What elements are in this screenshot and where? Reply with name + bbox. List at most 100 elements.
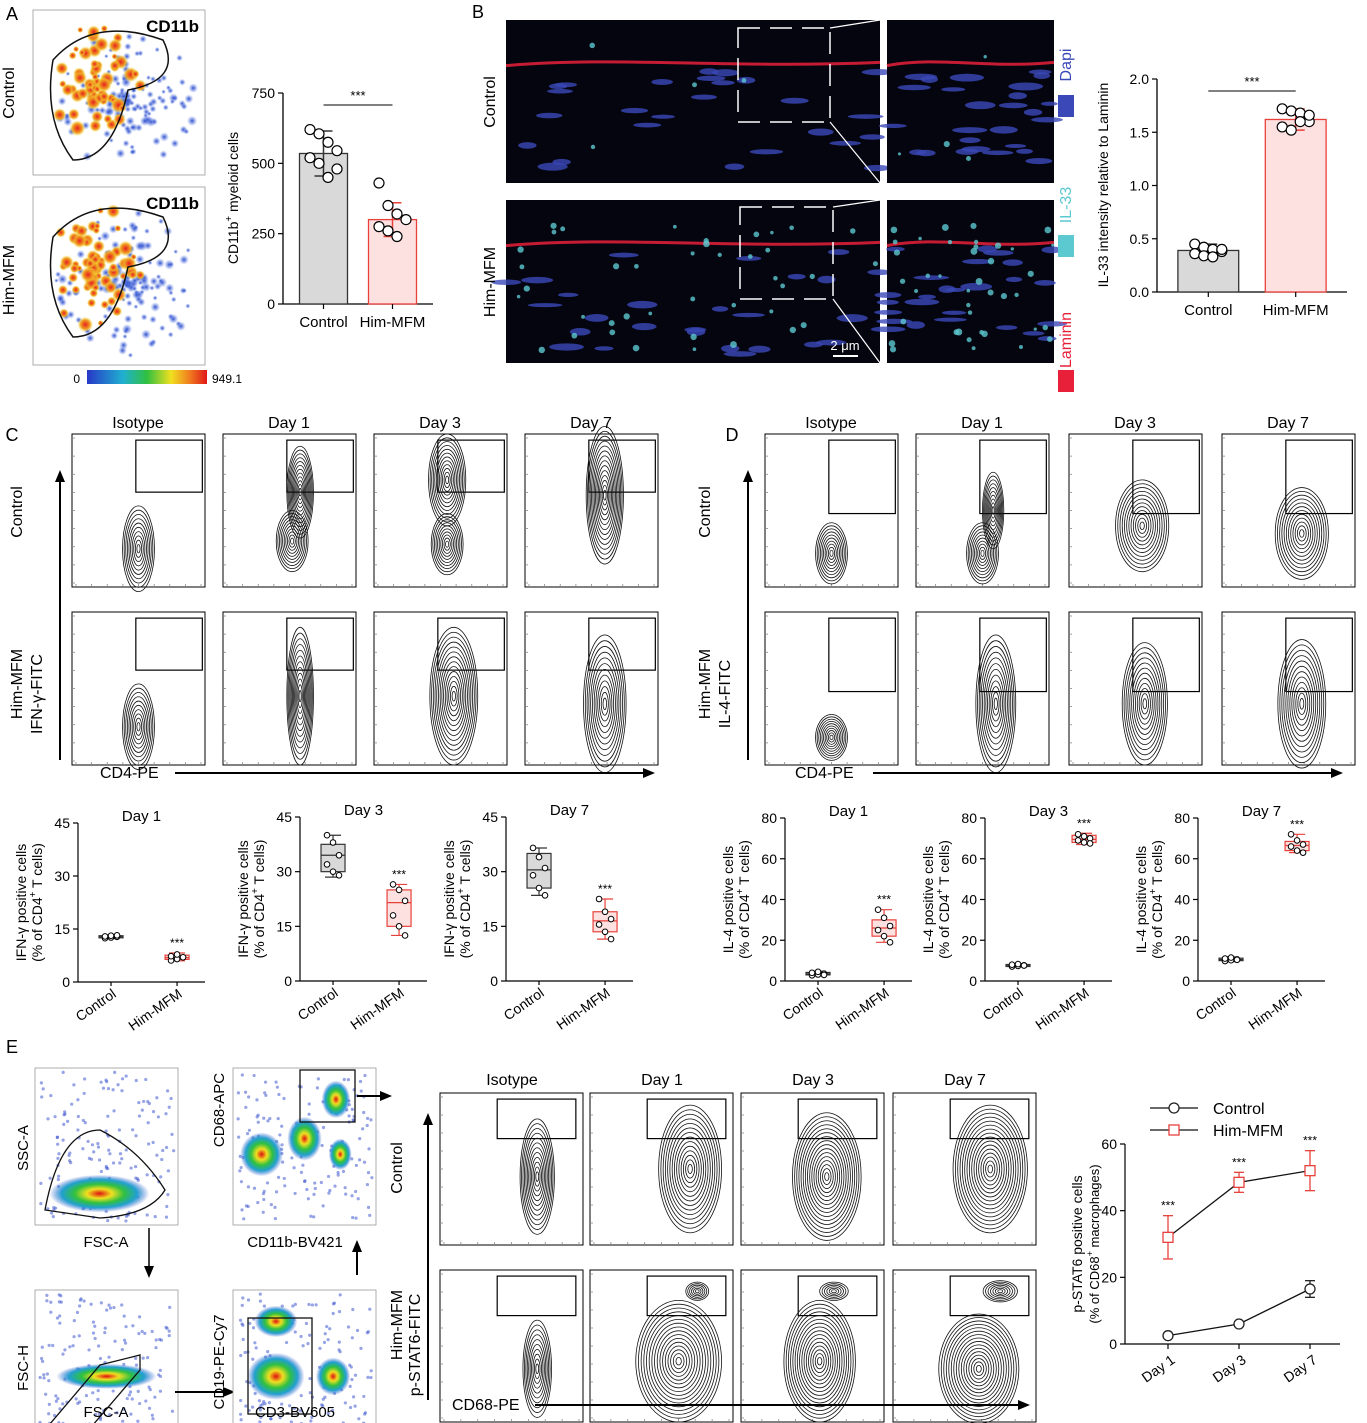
event-dot <box>137 1114 142 1118</box>
contour-e-mfm-1 <box>589 1269 734 1423</box>
data-point <box>1293 847 1301 854</box>
event-dot <box>63 1110 67 1114</box>
cell-dot <box>119 87 126 94</box>
event-dot <box>56 1142 60 1146</box>
data-point <box>820 971 828 979</box>
x-tick-label: Him-MFM <box>125 985 184 1033</box>
event-dot <box>348 1363 352 1367</box>
x-tick-label: Control <box>295 984 341 1023</box>
event-dot <box>47 1379 51 1383</box>
event-dot <box>367 1147 371 1151</box>
cell-dot <box>125 33 133 41</box>
event-dot <box>251 1405 255 1409</box>
contour-line <box>438 460 456 500</box>
il33-signal <box>966 156 971 161</box>
y-tick-label: 0 <box>1182 973 1190 989</box>
event-dot <box>89 1302 93 1306</box>
contour-line <box>829 549 834 557</box>
event-dot <box>63 1348 67 1352</box>
event-dot <box>243 1090 248 1094</box>
cell-dot <box>131 69 140 79</box>
event-dot <box>368 1213 372 1217</box>
plot-frame <box>1221 433 1356 588</box>
contour-line <box>601 484 608 506</box>
cell-dot <box>91 283 100 292</box>
data-point <box>607 935 615 943</box>
contour-d-control-0 <box>764 433 899 588</box>
event-dot <box>350 1336 354 1340</box>
label-superscript: + <box>28 891 39 897</box>
contour-line <box>799 1326 841 1396</box>
event-dot <box>61 1138 65 1142</box>
event-dot <box>86 1139 90 1144</box>
event-dot <box>76 1114 80 1119</box>
il33-signal <box>780 283 786 289</box>
nucleus <box>1034 280 1056 286</box>
event-dot <box>353 1373 358 1377</box>
nucleus <box>1040 101 1058 106</box>
cell-dot <box>103 107 114 117</box>
contour-line <box>1123 647 1166 761</box>
event-dot <box>301 1163 305 1167</box>
event-dot <box>356 1197 360 1201</box>
contour-line <box>1125 652 1165 756</box>
event-dot <box>338 1293 342 1297</box>
contour-line <box>968 1354 990 1383</box>
cell-dot <box>178 78 186 86</box>
contour-line <box>804 1136 849 1217</box>
x-axis-title: CD68-PE <box>452 1397 520 1414</box>
contour-line <box>940 1317 1017 1421</box>
density-hotspot <box>49 1174 150 1213</box>
event-dot <box>269 1417 273 1421</box>
event-dot <box>127 1393 131 1397</box>
contour-line <box>992 1286 1009 1297</box>
event-dot <box>265 1181 270 1185</box>
contour-line <box>993 697 998 710</box>
event-dot <box>351 1307 355 1312</box>
significance-mark: *** <box>1077 816 1091 830</box>
contour-line <box>664 1118 716 1220</box>
micrograph-control-zoom <box>878 20 1063 183</box>
contour-line <box>790 1311 850 1411</box>
nucleus <box>916 149 936 157</box>
event-dot <box>348 1384 352 1388</box>
event-dot <box>292 1166 296 1170</box>
column-label: Day 7 <box>570 415 612 432</box>
contour-c-mfm-1 <box>222 611 357 766</box>
significance-mark: *** <box>392 867 406 881</box>
il33-signal <box>918 236 922 241</box>
event-dot <box>150 1413 154 1417</box>
nucleus <box>941 87 966 92</box>
y-tick-label: 15 <box>482 918 498 934</box>
event-dot <box>361 1127 365 1131</box>
contour-line <box>134 539 143 558</box>
y-tick-label: 40 <box>1101 1203 1117 1219</box>
contour-line <box>133 713 144 741</box>
contour-line <box>1283 502 1320 565</box>
event-dot <box>366 1116 370 1121</box>
data-point <box>1162 1330 1174 1342</box>
contour-line <box>432 445 462 515</box>
contour-line <box>435 452 459 508</box>
cell-dot <box>61 83 75 97</box>
contour-line <box>525 1329 550 1409</box>
contour-line <box>783 1299 856 1423</box>
laminin-band <box>886 60 1055 68</box>
event-dot <box>158 1337 162 1342</box>
event-dot <box>321 1397 325 1401</box>
contour-line <box>966 1128 1014 1210</box>
event-dot <box>359 1346 363 1350</box>
contour-line <box>987 1283 1013 1300</box>
event-dot <box>299 1394 303 1398</box>
il33-signal <box>914 289 919 293</box>
cell-dot <box>67 108 80 121</box>
contour-e-mfm-3 <box>892 1269 1037 1423</box>
data-point <box>335 872 343 879</box>
il33-signal <box>550 222 557 229</box>
event-dot <box>344 1192 348 1196</box>
event-dot <box>309 1419 313 1423</box>
scale-bar-label: 2 μm <box>830 338 859 353</box>
laminin-band <box>886 240 1055 248</box>
event-dot <box>240 1322 244 1326</box>
